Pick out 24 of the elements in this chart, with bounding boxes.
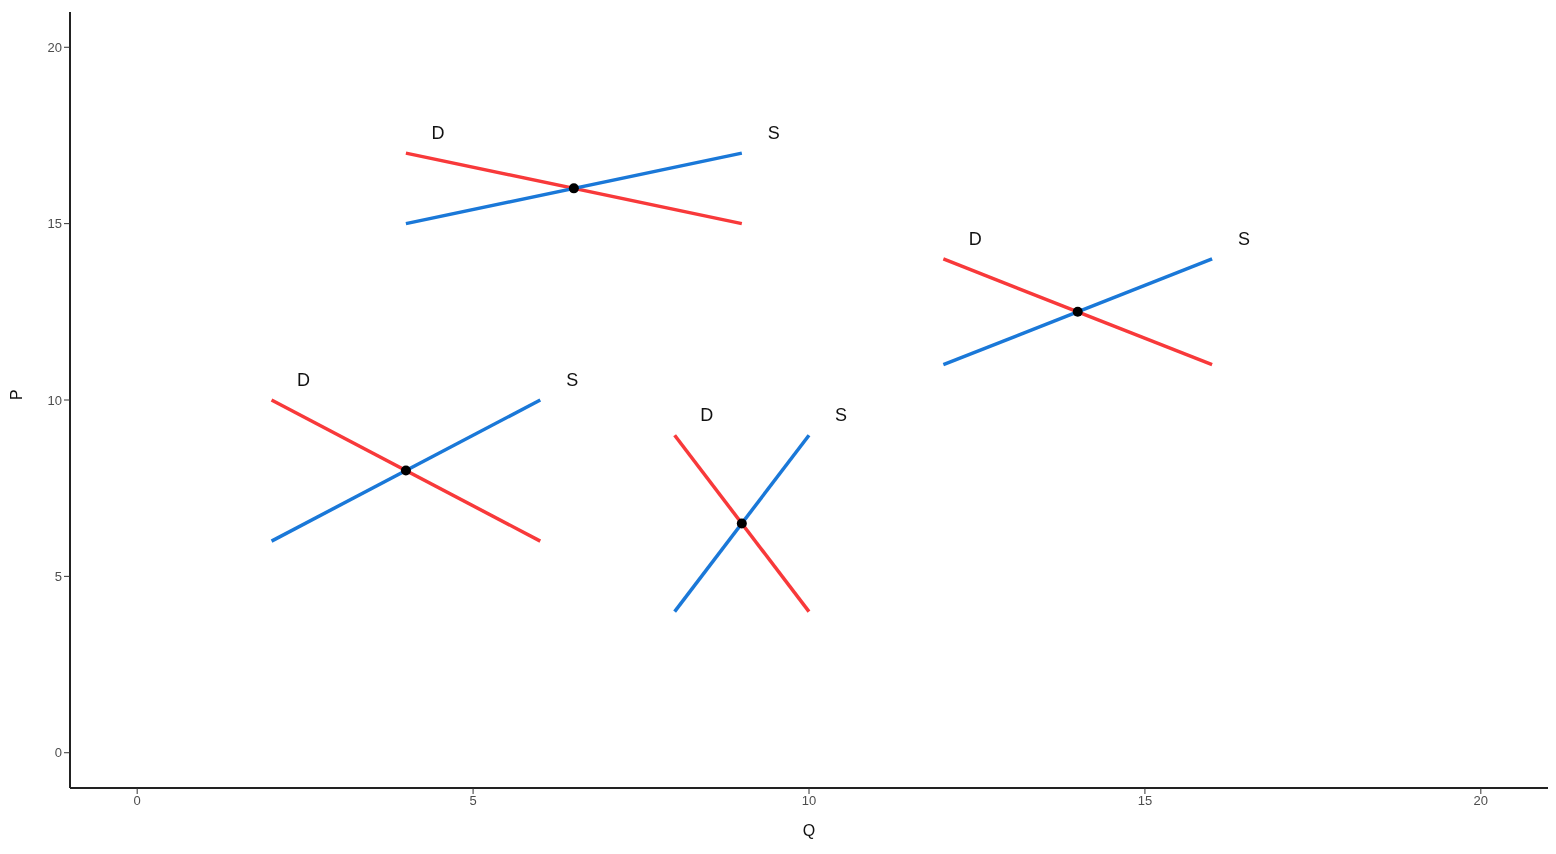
x-tick-label: 0 [133, 793, 141, 809]
series-label: D [297, 370, 311, 390]
x-tick-label: 20 [1473, 793, 1489, 809]
y-axis-title: P [7, 389, 25, 400]
series-label: S [834, 405, 848, 426]
y-tick-label: 5 [54, 568, 62, 584]
y-tick-label: 0 [54, 745, 62, 761]
y-tick-label: 15 [47, 216, 62, 232]
series-label: D [700, 405, 714, 426]
x-tick-label: 5 [469, 793, 477, 809]
x-tick-label: 10 [801, 793, 817, 809]
series-label: D [431, 123, 445, 144]
point [568, 183, 579, 194]
series-label: S [767, 123, 780, 144]
point [400, 465, 411, 476]
y-tick-label: 20 [47, 39, 62, 55]
x-tick-label: 15 [1137, 793, 1153, 809]
y-tick-label: 10 [47, 392, 62, 408]
series-label: S [566, 370, 579, 390]
point [1072, 306, 1083, 317]
point [736, 518, 747, 529]
series-label: S [1238, 228, 1251, 249]
series-label: D [968, 228, 982, 249]
x-axis-title: Q [802, 822, 816, 839]
